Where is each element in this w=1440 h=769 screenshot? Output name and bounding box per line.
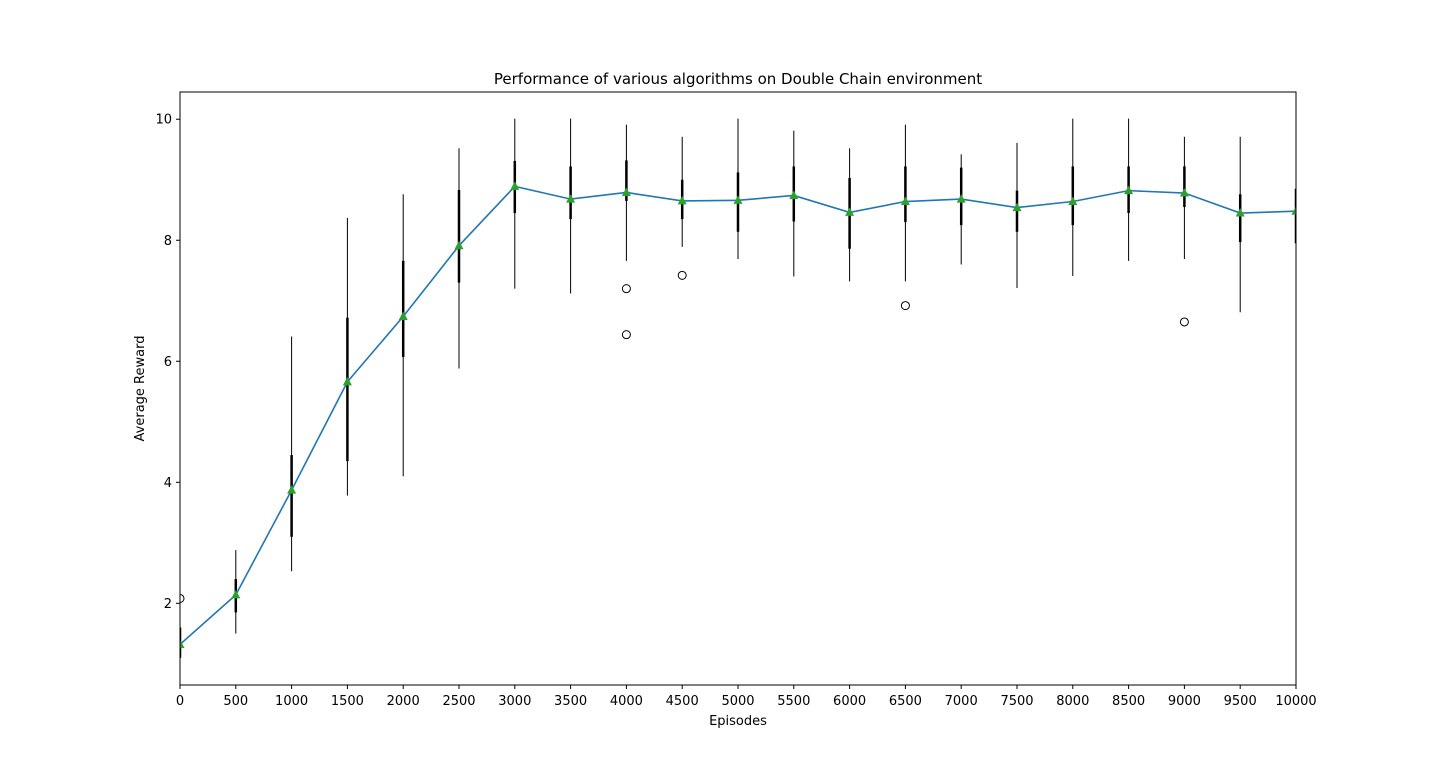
mean-marker xyxy=(398,311,408,320)
box-body xyxy=(1071,166,1075,226)
mean-marker xyxy=(342,376,352,386)
box-body xyxy=(290,455,293,537)
mean-marker xyxy=(180,639,185,648)
x-tick-label: 2000 xyxy=(387,694,420,709)
mean-marker xyxy=(1291,206,1296,215)
mean-marker xyxy=(510,181,520,190)
y-tick-label: 4 xyxy=(164,476,172,491)
mean-marker xyxy=(454,240,464,250)
mean-marker xyxy=(231,589,241,599)
x-tick-label: 3000 xyxy=(498,694,531,709)
x-tick-label: 5000 xyxy=(721,694,754,709)
mean-marker xyxy=(733,195,743,204)
chart-title: Performance of various algorithms on Dou… xyxy=(494,70,982,88)
mean-marker xyxy=(1012,202,1022,212)
mean-marker xyxy=(677,195,687,205)
x-tick-label: 8000 xyxy=(1056,694,1089,709)
y-tick-label: 8 xyxy=(164,234,172,249)
x-tick-label: 10000 xyxy=(1275,694,1316,709)
x-tick-label: 6500 xyxy=(889,694,922,709)
mean-marker xyxy=(1124,185,1134,195)
box-body xyxy=(1015,190,1019,232)
outlier-point xyxy=(180,593,185,603)
x-tick-label: 4500 xyxy=(666,694,699,709)
outlier-point xyxy=(621,330,631,340)
box-body xyxy=(625,160,628,201)
mean-marker xyxy=(1235,208,1245,217)
y-axis-title: Average Reward xyxy=(133,336,148,442)
box-body xyxy=(569,166,572,220)
box-body xyxy=(904,166,907,223)
box-body xyxy=(1294,188,1296,244)
outlier-point xyxy=(621,284,631,294)
y-axis: 2 4 6 8 10 xyxy=(155,113,180,612)
x-tick-label: 4000 xyxy=(610,694,643,709)
x-tick-label: 7000 xyxy=(945,694,978,709)
y-tick-label: 10 xyxy=(155,113,172,128)
x-tick-label: 500 xyxy=(223,694,248,709)
box-body xyxy=(457,190,461,283)
x-tick-label: 1500 xyxy=(331,694,364,709)
plot-area xyxy=(180,118,1296,670)
x-tick-label: 3500 xyxy=(554,694,587,709)
mean-marker xyxy=(956,194,966,203)
mean-marker xyxy=(566,194,576,203)
y-tick-label: 2 xyxy=(164,597,172,612)
mean-marker xyxy=(287,485,297,494)
outlier-point xyxy=(1179,317,1189,327)
y-tick-label: 6 xyxy=(164,355,172,370)
mean-marker xyxy=(1179,188,1189,197)
mean-marker xyxy=(900,196,910,206)
x-tick-label: 9000 xyxy=(1168,694,1201,709)
box-body xyxy=(1183,166,1186,207)
mean-marker xyxy=(845,207,855,216)
x-tick-label: 8500 xyxy=(1112,694,1145,709)
x-tick-label: 9500 xyxy=(1224,694,1257,709)
box-body xyxy=(346,317,349,462)
box-body xyxy=(1238,194,1242,243)
x-tick-label: 7500 xyxy=(1000,694,1033,709)
x-tick-label: 5500 xyxy=(777,694,810,709)
x-tick-label: 0 xyxy=(176,694,184,709)
outlier-point xyxy=(900,301,910,311)
outlier-point xyxy=(677,270,687,280)
mean-marker xyxy=(621,187,631,196)
box-body xyxy=(401,260,405,358)
mean-marker xyxy=(1068,196,1078,206)
x-tick-label: 1000 xyxy=(275,694,308,709)
x-tick-label: 6000 xyxy=(833,694,866,709)
mean-marker xyxy=(789,190,799,199)
x-tick-label: 2500 xyxy=(442,694,475,709)
x-axis-title: Episodes xyxy=(709,714,767,729)
x-axis: 0 500 1000 1500 2000 2500 3000 3500 4000 4500 5000… xyxy=(176,685,1317,709)
